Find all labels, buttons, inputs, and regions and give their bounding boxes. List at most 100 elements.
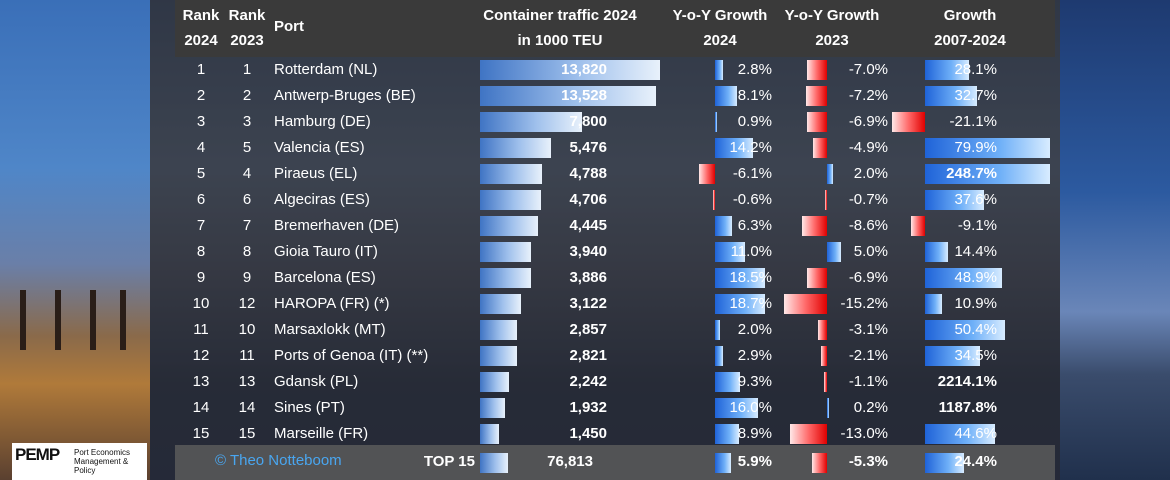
rank-2023: 1 (242, 61, 252, 78)
g0724-bar (925, 320, 1005, 340)
g24-bar (715, 372, 741, 392)
g24-value: 14.2% (729, 139, 772, 156)
rank-2023: 8 (242, 243, 252, 260)
g23-bar (806, 86, 827, 106)
g0724-value: 48.9% (954, 269, 997, 286)
g0724-bar (925, 60, 970, 80)
g0724-value: -9.1% (957, 217, 997, 234)
rank-2024: 9 (196, 269, 206, 286)
rank-2023: 15 (238, 425, 256, 442)
rank-2023: 11 (239, 347, 255, 364)
credit: © Theo Notteboom (215, 452, 342, 469)
g23-bar (789, 424, 827, 444)
table-row: 14 14 Sines (PT) 1,932 16.0% 0.2% 1187.8% (175, 395, 1055, 421)
g0724-value: 44.6% (954, 425, 997, 442)
g23-value: 2.0% (853, 165, 888, 182)
teu-value: 7,800 (569, 113, 607, 130)
g0724-bar (925, 190, 985, 210)
g23-value: -8.6% (848, 217, 888, 234)
port-name: Ports of Genoa (IT) (**) (274, 347, 429, 364)
g23-bar (827, 398, 829, 418)
g23-bar (802, 216, 827, 236)
teu-bar (480, 268, 531, 288)
g24-bar (715, 320, 721, 340)
rank-2023: 13 (238, 373, 256, 390)
table-row: 12 11 Ports of Genoa (IT) (**) 2,821 2.9% -2.… (175, 343, 1055, 369)
header-rank-2024: Rank 2024 (182, 7, 220, 49)
g24-value: -6.1% (732, 165, 772, 182)
g23-bar (827, 242, 842, 262)
port-name: Antwerp-Bruges (BE) (274, 87, 416, 104)
rank-2023: 14 (238, 399, 256, 416)
teu-bar (480, 190, 542, 210)
table-row: 7 7 Bremerhaven (DE) 4,445 6.3% -8.6% -9.1% (175, 213, 1055, 239)
teu-bar (480, 164, 543, 184)
teu-value: 1,932 (569, 399, 607, 416)
rank-2024: 4 (196, 139, 206, 156)
g24-bar (715, 216, 732, 236)
g0724-value: 50.4% (954, 321, 997, 338)
rank-2023: 9 (242, 269, 252, 286)
total-g23: -5.3% (848, 453, 888, 470)
header-traffic: Container traffic 2024 in 1000 TEU (483, 7, 637, 49)
g0724-value: 79.9% (954, 139, 997, 156)
teu-bar (480, 424, 499, 444)
rank-2024: 2 (196, 87, 206, 104)
g24-value: 8.9% (737, 425, 772, 442)
rank-2024: 3 (196, 113, 206, 130)
g23-value: -3.1% (848, 321, 888, 338)
g24-value: 11.0% (730, 243, 772, 260)
left-photo-panel (0, 0, 150, 480)
g0724-value: 1187.8% (938, 399, 997, 416)
port-name: Barcelona (ES) (274, 269, 376, 286)
g23-value: -2.1% (848, 347, 888, 364)
teu-bar (480, 138, 552, 158)
rank-2023: 4 (242, 165, 252, 182)
table-header: Rank 2024 Rank 2023 Port Container traffic… (175, 0, 1055, 57)
g23-bar (783, 294, 827, 314)
rank-2024: 10 (192, 295, 210, 312)
teu-bar (480, 398, 506, 418)
table-row: 13 13 Gdansk (PL) 2,242 9.3% -1.1% 2214.1% (175, 369, 1055, 395)
rank-2024: 15 (192, 425, 210, 442)
port-name: Marseille (FR) (274, 425, 369, 442)
g0724-value: 10.9% (954, 295, 997, 312)
teu-bar (480, 86, 657, 106)
rank-2024: 13 (192, 373, 210, 390)
g0724-value: 248.7% (946, 165, 997, 182)
g0724-value: -21.1% (949, 113, 997, 130)
header-port: Port (274, 18, 304, 35)
table-row: 15 15 Marseille (FR) 1,450 8.9% -13.0% 44.6% (175, 421, 1055, 447)
g24-bar (715, 398, 759, 418)
g24-bar (715, 424, 740, 444)
g0724-value: 28.1% (954, 61, 997, 78)
rank-2024: 7 (196, 217, 206, 234)
g24-bar (715, 346, 723, 366)
total-teu-bar (480, 453, 508, 473)
rank-2023: 10 (238, 321, 256, 338)
g23-value: -0.7% (848, 191, 888, 208)
table-row: 3 3 Hamburg (DE) 7,800 0.9% -6.9% -21.1% (175, 109, 1055, 135)
total-label: TOP 15 (423, 453, 475, 470)
g0724-bar (891, 112, 925, 132)
g0724-bar (925, 294, 943, 314)
logo-text: Port Economics Management & Policy (74, 448, 131, 475)
g23-value: -13.0% (840, 425, 888, 442)
teu-value: 1,450 (569, 425, 607, 442)
logo-mark: PEMP (15, 445, 60, 464)
g24-value: 2.8% (737, 61, 772, 78)
g24-value: 2.9% (737, 347, 772, 364)
g23-bar (827, 164, 833, 184)
rank-2023: 5 (242, 139, 252, 156)
g24-bar (715, 268, 765, 288)
right-photo-panel (1060, 0, 1170, 480)
table-row: 11 10 Marsaxlokk (MT) 2,857 2.0% -3.1% 50.4% (175, 317, 1055, 343)
teu-bar (480, 320, 518, 340)
teu-bar (480, 372, 510, 392)
rank-2024: 14 (192, 399, 210, 416)
rank-2024: 12 (192, 347, 210, 364)
rank-2023: 7 (242, 217, 252, 234)
teu-value: 13,820 (561, 61, 607, 78)
port-name: Marsaxlokk (MT) (274, 321, 386, 338)
table-row: 6 6 Algeciras (ES) 4,706 -0.6% -0.7% 37.6% (175, 187, 1055, 213)
